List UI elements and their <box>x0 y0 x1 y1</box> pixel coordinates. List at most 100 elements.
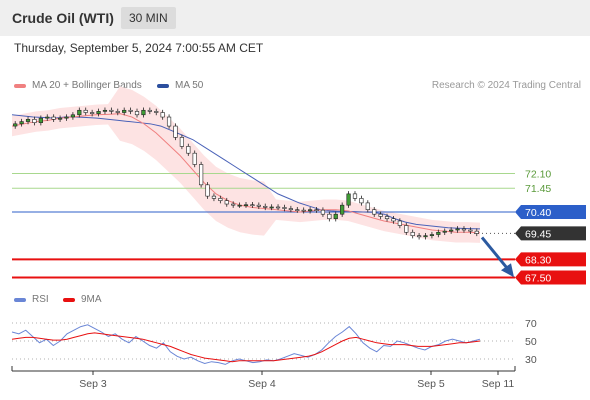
rsi-tick-label: 30 <box>525 354 537 366</box>
x-axis-tick-label: Sep 3 <box>79 378 107 390</box>
candle-body <box>109 109 114 112</box>
candle-body <box>231 203 236 206</box>
bollinger-band <box>12 86 480 243</box>
level-tag-support <box>515 252 586 267</box>
candle-body <box>250 204 255 207</box>
candle-body <box>57 117 63 120</box>
candle-body <box>51 116 56 120</box>
level-label-resistance: 72.10 <box>525 169 551 181</box>
candle-body <box>122 109 127 113</box>
bollinger-swatch-icon <box>14 83 26 88</box>
candle-body <box>134 111 140 116</box>
candle-body <box>147 109 152 112</box>
candle-body <box>436 231 441 235</box>
candle-body <box>243 204 249 207</box>
level-label-last: 69.45 <box>525 228 551 240</box>
legend-rsi-ma: 9MA <box>63 294 102 305</box>
x-axis-tick-label: Sep 11 <box>482 378 515 390</box>
candle-body <box>13 123 18 127</box>
candle-body <box>83 109 88 113</box>
candle-body <box>154 111 159 113</box>
candle-body <box>269 206 274 209</box>
candle-body <box>391 218 396 222</box>
level-tag-last <box>515 226 586 241</box>
candle-body <box>32 118 37 123</box>
candle-body <box>77 109 82 116</box>
legend-bollinger: MA 20 + Bollinger Bands <box>14 80 142 91</box>
rsi-swatch-icon <box>14 297 26 302</box>
candle-body <box>70 114 76 118</box>
research-credit: Research © 2024 Trading Central <box>431 80 581 91</box>
candle-body <box>179 137 184 147</box>
candle-body <box>468 229 473 232</box>
candle-body <box>166 116 172 127</box>
candle-body <box>320 209 326 215</box>
rsi-tick-label: 50 <box>525 336 537 348</box>
candle-body <box>461 228 467 231</box>
x-axis-tick-label: Sep 5 <box>417 378 445 390</box>
legend-rsi-label: RSI <box>32 294 49 305</box>
candle-body <box>301 209 306 212</box>
candle-body <box>333 213 338 220</box>
forecast-arrow-head-icon <box>501 263 514 278</box>
forecast-arrow-shaft <box>480 236 510 271</box>
legend-bollinger-label: MA 20 + Bollinger Bands <box>32 80 142 91</box>
timeframe-badge[interactable]: 30 MIN <box>121 7 176 29</box>
candle-body <box>295 209 300 211</box>
candle-body <box>45 116 50 119</box>
candle-body <box>288 208 293 210</box>
candle-body <box>384 216 390 220</box>
timestamp: Thursday, September 5, 2024 7:00:55 AM C… <box>14 41 264 55</box>
candle-body <box>256 204 261 207</box>
level-label-resistance: 71.45 <box>525 183 551 195</box>
candle-body <box>211 195 217 199</box>
candle-body <box>96 111 101 114</box>
candle-body <box>115 111 120 113</box>
candle-body <box>423 235 428 238</box>
level-label-support: 68.30 <box>525 254 551 266</box>
legend-rsi-ma-label: 9MA <box>81 294 102 305</box>
candle-body <box>19 121 24 125</box>
legend-ma50: MA 50 <box>157 80 203 91</box>
candle-body <box>192 152 197 165</box>
rsi-series-9ma <box>11 332 481 363</box>
candle-body <box>372 209 377 215</box>
candle-body <box>160 112 165 118</box>
x-axis-tick-label: Sep 4 <box>248 378 276 390</box>
candle-body <box>141 109 146 116</box>
candle-body <box>38 117 43 123</box>
level-label-pivot: 70.40 <box>525 207 551 219</box>
level-label-support: 67.50 <box>525 272 551 284</box>
ma50-swatch-icon <box>157 83 169 88</box>
candle-body <box>474 230 479 234</box>
candle-body <box>365 202 370 210</box>
instrument-title: Crude Oil (WTI) <box>12 10 114 26</box>
candle-body <box>410 231 415 236</box>
candle-body <box>25 118 31 122</box>
candle-body <box>359 198 364 204</box>
candle-body <box>416 235 422 238</box>
candle-body <box>102 109 108 112</box>
candle-body <box>64 116 69 119</box>
candle-body <box>282 207 287 209</box>
candle-body <box>205 184 210 197</box>
candle-body <box>173 125 178 138</box>
candle-body <box>237 204 242 207</box>
candle-body <box>308 209 313 212</box>
candle-body <box>455 228 460 231</box>
candle-body <box>449 229 454 232</box>
candle-body <box>404 225 409 233</box>
candle-body <box>186 146 191 154</box>
candle-body <box>340 204 345 215</box>
candle-body <box>263 205 268 208</box>
level-tag-pivot <box>515 204 586 219</box>
legend-rsi: RSI <box>14 294 49 305</box>
candle-body <box>199 164 204 186</box>
candle-body <box>378 213 383 217</box>
candle-body <box>327 213 332 220</box>
candle-body <box>397 220 402 226</box>
rsi-series-rsi <box>11 324 481 365</box>
candle-body <box>442 230 447 233</box>
